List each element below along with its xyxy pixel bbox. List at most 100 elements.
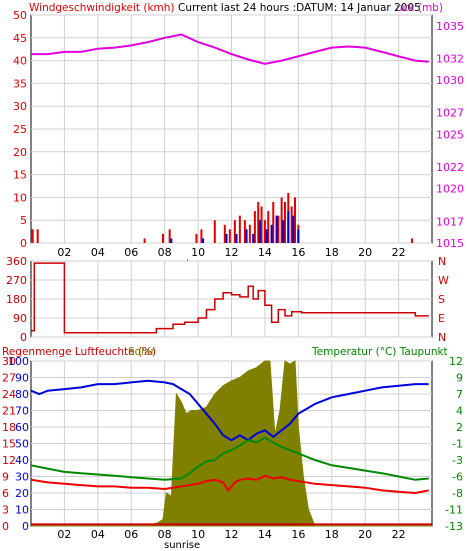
wind-speed-tick-label: 35 [13, 77, 27, 90]
rain-tick-label: 27 [2, 372, 16, 385]
pressure-tick-label: 1035 [436, 20, 464, 33]
solar-title: Solar [128, 346, 155, 358]
compass-tick-label: E [438, 312, 445, 325]
time-axis-bottom: 02 04 06 08 10 12 14 16 18 20 22 [57, 528, 405, 541]
rain-tick-label: 24 [2, 388, 16, 401]
pressure-tick-label: 1017 [436, 215, 464, 228]
pressure-tick-label: 1020 [436, 183, 464, 196]
pressure-tick-label: 1022 [436, 161, 464, 174]
humidity-tick-label: 50 [15, 438, 29, 451]
humidity-tick-label: 100 [8, 355, 29, 368]
rain-tick-label: 9 [2, 471, 9, 484]
humidity-tick-label: 40 [15, 454, 29, 467]
temperature-tick-label: 7 [456, 388, 463, 401]
wind-pressure-grid [31, 14, 432, 244]
compass-tick-label: S [438, 293, 445, 306]
humidity-tick-label: 90 [15, 372, 29, 385]
degree-tick-label: 90 [13, 312, 27, 325]
humidity-series-line [30, 379, 429, 442]
time-tick-label: 14 [258, 528, 272, 541]
wind-speed-tick-label: 50 [13, 9, 27, 22]
time-tick-label: 06 [124, 246, 138, 259]
temperature-tick-label: -11 [445, 504, 463, 517]
time-tick-label: 22 [392, 528, 406, 541]
degree-tick-label: 0 [20, 331, 27, 344]
solar-area [31, 360, 432, 527]
time-axis-top: 02 04 06 08 10 12 14 16 18 20 22 [57, 246, 405, 259]
wind-speed-tick-label: 45 [13, 32, 27, 45]
time-tick-label: 18 [325, 246, 339, 259]
humidity-temperature-lines [30, 379, 432, 526]
compass-tick-label: N [438, 255, 446, 268]
wind-speed-bars [31, 192, 413, 243]
humidity-temperature-panel: Regenmenge Luftfeuchte (%) Solar Tempera… [2, 346, 463, 551]
wind-speed-title: Windgeschwindigkeit (kmh) [29, 2, 175, 14]
temperature-tick-label: 2 [456, 421, 463, 434]
wind-speed-tick-label: 25 [13, 123, 27, 136]
time-tick-label: 20 [358, 246, 372, 259]
pressure-tick-label: 1025 [436, 128, 464, 141]
wind-speed-tick-label: 20 [13, 146, 27, 159]
compass-tick-label: N [438, 331, 446, 344]
time-tick-label: 08 [158, 246, 172, 259]
temperature-tick-label: -8 [452, 487, 463, 500]
humidity-tick-label: 30 [15, 471, 29, 484]
solar-series-area [31, 360, 432, 527]
humidity-tick-label: 70 [15, 405, 29, 418]
wind-speed-tick-label: 30 [13, 100, 27, 113]
temperature-tick-label: 4 [456, 405, 463, 418]
humidity-tick-label: 80 [15, 388, 29, 401]
wind-speed-tick-label: 10 [13, 191, 27, 204]
pressure-tick-label: 1015 [436, 237, 464, 250]
temperature-tick-label: 9 [456, 372, 463, 385]
time-tick-label: 02 [57, 246, 71, 259]
time-tick-label: 20 [358, 528, 372, 541]
degree-tick-label: 360 [6, 255, 27, 268]
pressure-axis: 1015 1017 1020 1022 1025 1027 1030 1032 1035 [436, 20, 464, 250]
temperature-tick-label: -13 [445, 520, 463, 533]
humidity-tick-label: 20 [15, 487, 29, 500]
rain-tick-label: 6 [2, 487, 9, 500]
humidity-tick-label: 10 [15, 504, 29, 517]
degree-tick-label: 180 [6, 293, 27, 306]
rain-tick-label: 18 [2, 421, 16, 434]
time-tick-label: 12 [225, 528, 239, 541]
wind-pressure-panel: Windgeschwindigkeit (kmh) Current last 2… [13, 2, 464, 270]
wind-speed-axis: 0 5 10 15 20 25 30 35 40 45 50 [13, 9, 27, 250]
wind-direction-series-line [31, 262, 429, 334]
temperature-dewpoint-title: Temperatur (°C) Taupunkt [311, 346, 448, 358]
humidity-tick-label: 0 [22, 520, 29, 533]
temperature-series-line [30, 436, 429, 481]
pressure-title: uck (mb) [396, 2, 443, 14]
time-tick-label: 02 [57, 528, 71, 541]
dewpoint-series-line [30, 474, 429, 495]
wind-speed-tick-label: 5 [20, 214, 27, 227]
rain-axis: 0 3 6 9 12 15 18 21 24 27 30 [2, 355, 16, 533]
degree-tick-label: 270 [6, 274, 27, 287]
wind-direction-line [31, 262, 429, 334]
pressure-series-line [31, 33, 429, 65]
time-tick-label: 12 [225, 246, 239, 259]
rain-tick-label: 3 [2, 504, 9, 517]
rain-tick-label: 0 [2, 520, 9, 533]
time-tick-label: 22 [392, 246, 406, 259]
pressure-line [31, 33, 429, 65]
wind-direction-grid [31, 260, 432, 338]
temperature-tick-label: 12 [449, 355, 463, 368]
pressure-tick-label: 1032 [436, 52, 464, 65]
wind-speed-tick-label: 0 [20, 237, 27, 250]
time-tick-label: 16 [291, 246, 305, 259]
humidity-axis: 0 10 20 30 40 50 60 70 80 90 100 [8, 355, 29, 533]
time-tick-label: 16 [291, 528, 305, 541]
rain-tick-label: 12 [2, 454, 16, 467]
temperature-tick-label: -1 [452, 438, 463, 451]
wind-speed-tick-label: 15 [13, 169, 27, 182]
time-tick-label: 18 [325, 528, 339, 541]
compass-tick-label: W [438, 274, 449, 287]
time-tick-label: 06 [124, 528, 138, 541]
rain-humidity-title: Regenmenge Luftfeuchte (%) [2, 346, 156, 358]
pressure-tick-label: 1030 [436, 74, 464, 87]
